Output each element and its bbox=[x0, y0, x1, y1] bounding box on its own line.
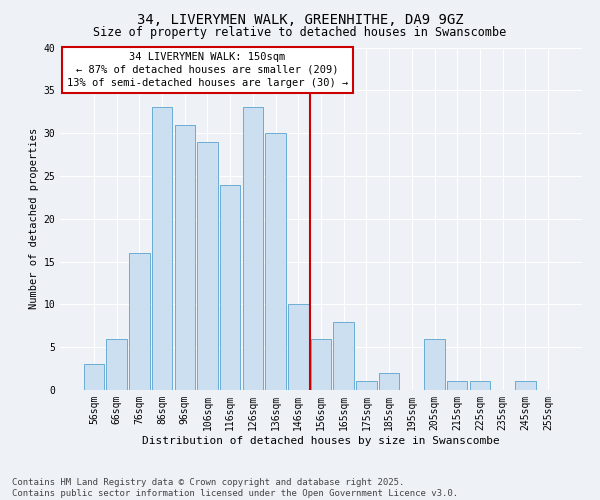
Bar bbox=[470, 382, 490, 390]
Bar bbox=[129, 253, 149, 390]
Bar bbox=[515, 382, 536, 390]
Bar bbox=[311, 338, 331, 390]
Bar bbox=[334, 322, 354, 390]
Bar bbox=[175, 124, 195, 390]
Bar bbox=[106, 338, 127, 390]
Bar bbox=[288, 304, 308, 390]
Y-axis label: Number of detached properties: Number of detached properties bbox=[29, 128, 39, 310]
Bar bbox=[242, 108, 263, 390]
Text: Size of property relative to detached houses in Swanscombe: Size of property relative to detached ho… bbox=[94, 26, 506, 39]
Text: Contains HM Land Registry data © Crown copyright and database right 2025.
Contai: Contains HM Land Registry data © Crown c… bbox=[12, 478, 458, 498]
Bar bbox=[265, 133, 286, 390]
X-axis label: Distribution of detached houses by size in Swanscombe: Distribution of detached houses by size … bbox=[142, 436, 500, 446]
Text: 34, LIVERYMEN WALK, GREENHITHE, DA9 9GZ: 34, LIVERYMEN WALK, GREENHITHE, DA9 9GZ bbox=[137, 12, 463, 26]
Bar bbox=[152, 108, 172, 390]
Bar bbox=[424, 338, 445, 390]
Bar bbox=[379, 373, 400, 390]
Bar bbox=[220, 184, 241, 390]
Bar bbox=[447, 382, 467, 390]
Text: 34 LIVERYMEN WALK: 150sqm
← 87% of detached houses are smaller (209)
13% of semi: 34 LIVERYMEN WALK: 150sqm ← 87% of detac… bbox=[67, 52, 348, 88]
Bar bbox=[197, 142, 218, 390]
Bar bbox=[356, 382, 377, 390]
Bar bbox=[84, 364, 104, 390]
